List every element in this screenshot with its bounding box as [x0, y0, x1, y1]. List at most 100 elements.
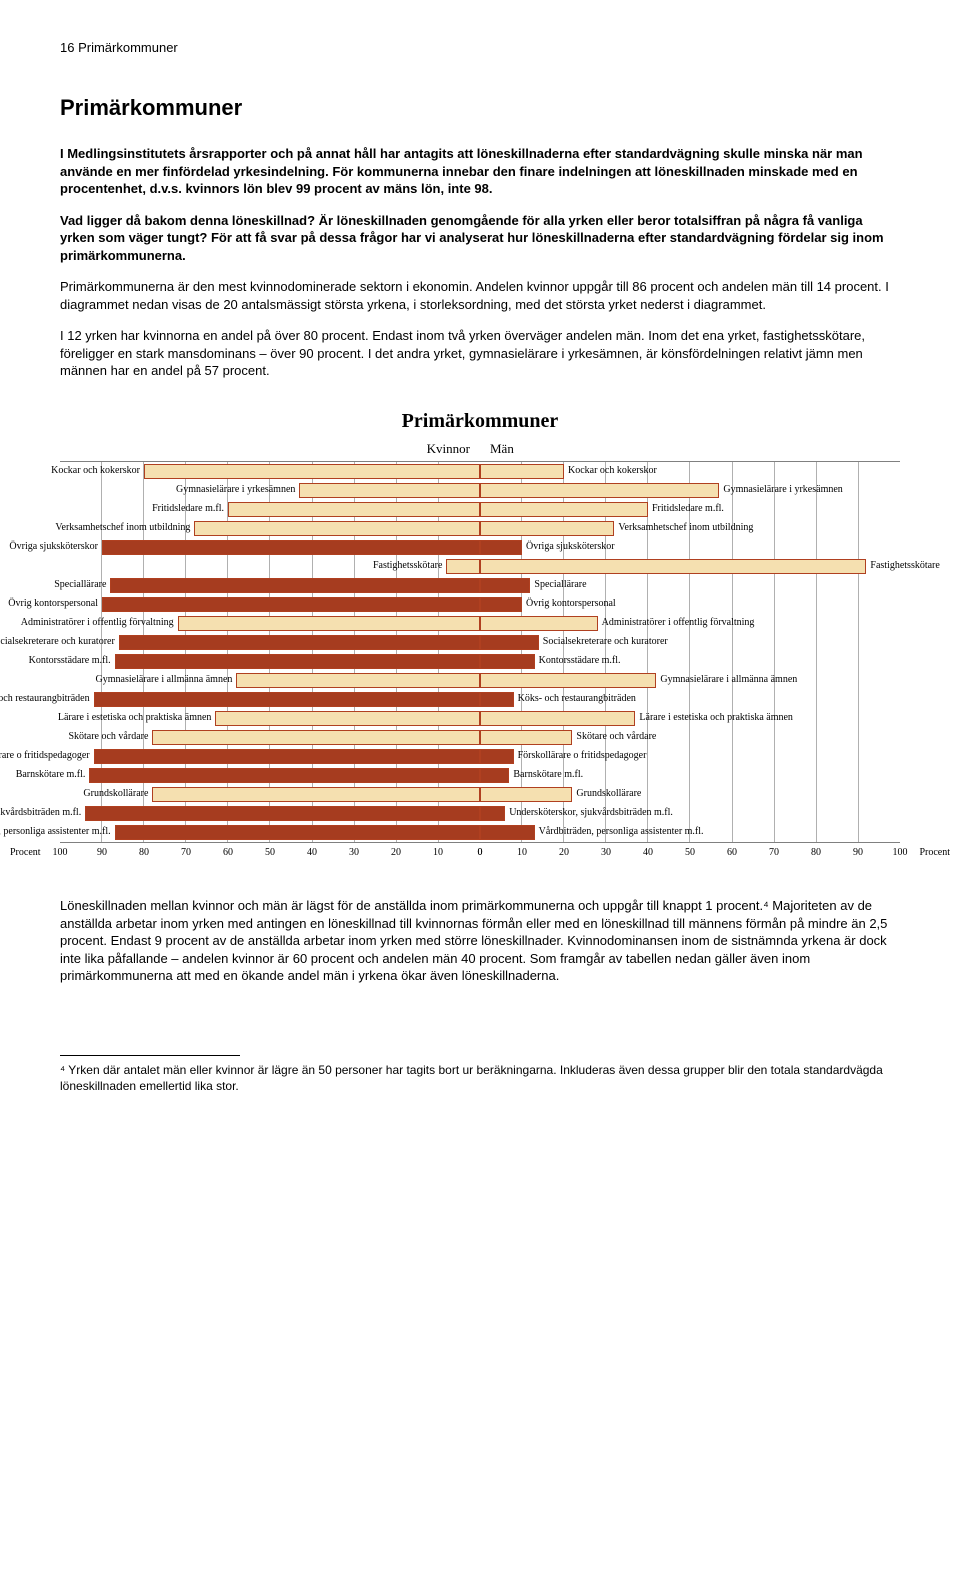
row-label-right: Speciallärare: [534, 579, 586, 590]
bar-kvinnor: [94, 692, 480, 707]
row-label-left: Barnskötare m.fl.: [16, 769, 86, 780]
row-label-right: Gymnasielärare i allmänna ämnen: [660, 674, 797, 685]
bar-kvinnor: [152, 787, 480, 802]
bar-kvinnor: [215, 711, 480, 726]
bar-kvinnor: [94, 749, 480, 764]
row-label-left: Förskollärare o fritidspedagoger: [0, 750, 90, 761]
bar-kvinnor: [102, 540, 480, 555]
row-label-left: Gymnasielärare i yrkesämnen: [176, 484, 295, 495]
bar-kvinnor: [228, 502, 480, 517]
row-label-right: Undersköterskor, sjukvårdsbiträden m.fl.: [509, 807, 673, 818]
axis-tick: 30: [349, 847, 359, 858]
axis-tick: 40: [307, 847, 317, 858]
row-label-right: Verksamhetschef inom utbildning: [618, 522, 753, 533]
row-label-left: Köks- och restaurangbiträden: [0, 693, 90, 704]
chart-row: Fritidsledare m.fl.Fritidsledare m.fl.: [60, 500, 900, 519]
axis-tick: 60: [223, 847, 233, 858]
paragraph-5: Löneskillnaden mellan kvinnor och män är…: [60, 897, 900, 985]
chart-row: FastighetsskötareFastighetsskötare: [60, 557, 900, 576]
axis-tick: 50: [265, 847, 275, 858]
chart-title: Primärkommuner: [60, 410, 900, 433]
page-title: Primärkommuner: [60, 95, 900, 121]
row-label-left: Speciallärare: [54, 579, 106, 590]
bar-kvinnor: [144, 464, 480, 479]
row-label-left: Administratörer i offentlig förvaltning: [21, 617, 174, 628]
axis-tick: 50: [685, 847, 695, 858]
axis-tick: 0: [478, 847, 483, 858]
axis-tick: 80: [811, 847, 821, 858]
bar-kvinnor: [299, 483, 480, 498]
row-label-right: Fastighetsskötare: [870, 560, 939, 571]
axis-tick: 20: [391, 847, 401, 858]
row-label-right: Gymnasielärare i yrkesämnen: [723, 484, 842, 495]
bar-man: [480, 597, 522, 612]
row-label-left: Verksamhetschef inom utbildning: [55, 522, 190, 533]
bar-kvinnor: [115, 825, 480, 840]
axis-label-left: Procent: [10, 847, 41, 858]
chart-row: Socialsekreterare och kuratorerSocialsek…: [60, 633, 900, 652]
bar-man: [480, 578, 530, 593]
row-label-left: Övrig kontorspersonal: [8, 598, 98, 609]
row-label-right: Barnskötare m.fl.: [513, 769, 583, 780]
row-label-left: Gymnasielärare i allmänna ämnen: [96, 674, 233, 685]
bar-kvinnor: [119, 635, 480, 650]
row-label-left: Fritidsledare m.fl.: [152, 503, 224, 514]
row-label-left: Vårdbiträden, personliga assistenter m.f…: [0, 826, 111, 837]
bar-man: [480, 711, 635, 726]
chart-row: Övrig kontorspersonalÖvrig kontorsperson…: [60, 595, 900, 614]
chart-rows: Kockar och kokerskorKockar och kokerskor…: [60, 462, 900, 842]
row-label-right: Övriga sjuksköterskor: [526, 541, 615, 552]
axis-tick: 10: [517, 847, 527, 858]
paragraph-4: I 12 yrken har kvinnorna en andel på öve…: [60, 327, 900, 380]
paragraph-1: I Medlingsinstitutets årsrapporter och p…: [60, 145, 900, 198]
chart-row: Kockar och kokerskorKockar och kokerskor: [60, 462, 900, 481]
bar-kvinnor: [102, 597, 480, 612]
bar-kvinnor: [115, 654, 480, 669]
bar-man: [480, 787, 572, 802]
chart-header-left: Kvinnor: [60, 441, 480, 457]
bar-man: [480, 635, 539, 650]
axis-tick: 90: [853, 847, 863, 858]
axis-tick: 70: [769, 847, 779, 858]
bar-man: [480, 540, 522, 555]
bar-man: [480, 483, 719, 498]
row-label-right: Köks- och restaurangbiträden: [518, 693, 636, 704]
footnote: ⁴ Yrken där antalet män eller kvinnor är…: [60, 1062, 900, 1094]
chart-container: Primärkommuner Kvinnor Män Kockar och ko…: [60, 410, 900, 847]
chart-row: Grundskollärare Grundskollärare: [60, 785, 900, 804]
bar-man: [480, 654, 535, 669]
row-label-right: Administratörer i offentlig förvaltning: [602, 617, 755, 628]
row-label-left: Skötare och vårdare: [68, 731, 148, 742]
chart-row: Vårdbiträden, personliga assistenter m.f…: [60, 823, 900, 842]
row-label-left: Lärare i estetiska och praktiska ämnen: [58, 712, 212, 723]
row-label-left: Undersköterskor, sjukvårdsbiträden m.fl.: [0, 807, 81, 818]
row-label-left: Socialsekreterare och kuratorer: [0, 636, 115, 647]
chart-row: Övriga sjuksköterskorÖvriga sjukskötersk…: [60, 538, 900, 557]
chart-row: Gymnasielärare i yrkesämnen Gymnasielärar…: [60, 481, 900, 500]
row-label-right: Lärare i estetiska och praktiska ämnen: [639, 712, 793, 723]
axis-label-right: Procent: [919, 847, 950, 858]
axis-tick: 40: [643, 847, 653, 858]
paragraph-3: Primärkommunerna är den mest kvinnodomin…: [60, 278, 900, 313]
paragraph-2: Vad ligger då bakom denna löneskillnad? …: [60, 212, 900, 265]
bar-man: [480, 730, 572, 745]
axis-tick: 10: [433, 847, 443, 858]
bar-man: [480, 692, 514, 707]
row-label-left: Grundskollärare: [83, 788, 148, 799]
chart-area: Kockar och kokerskorKockar och kokerskor…: [60, 461, 900, 843]
chart-row: Förskollärare o fritidspedagogerFörskoll…: [60, 747, 900, 766]
axis-tick: 100: [53, 847, 68, 858]
bar-kvinnor: [110, 578, 480, 593]
axis-tick: 60: [727, 847, 737, 858]
chart-header-right: Män: [480, 441, 900, 457]
bar-kvinnor: [236, 673, 480, 688]
row-label-left: Fastighetsskötare: [373, 560, 442, 571]
row-label-right: Skötare och vårdare: [576, 731, 656, 742]
row-label-right: Kontorsstädare m.fl.: [539, 655, 621, 666]
row-label-left: Kontorsstädare m.fl.: [29, 655, 111, 666]
chart-row: SpeciallärareSpeciallärare: [60, 576, 900, 595]
row-label-right: Grundskollärare: [576, 788, 641, 799]
chart-row: Skötare och vårdare Skötare och vårdare: [60, 728, 900, 747]
chart-row: Verksamhetschef inom utbildningVerksamhe…: [60, 519, 900, 538]
chart-row: Administratörer i offentlig förvaltningA…: [60, 614, 900, 633]
